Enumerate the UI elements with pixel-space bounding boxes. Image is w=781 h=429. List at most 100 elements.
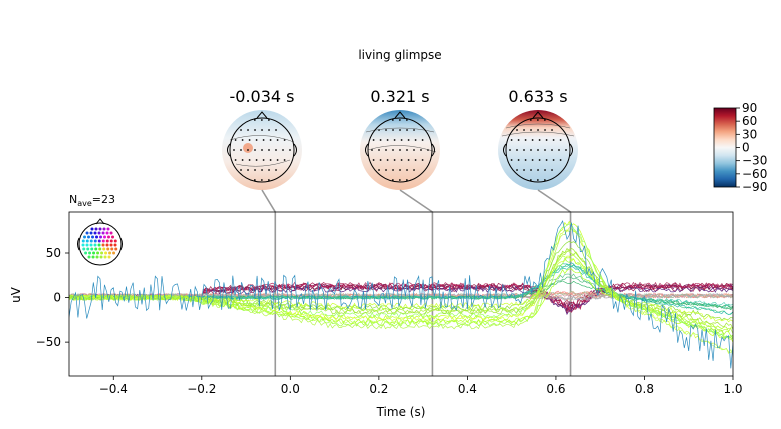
- sensor-dot: [282, 149, 284, 151]
- sensor-dot: [372, 159, 375, 161]
- legend-sensor-dot: [81, 239, 85, 243]
- sensor-dot: [400, 159, 403, 161]
- legend-sensor-dot: [100, 251, 104, 255]
- x-tick-label: 0.4: [458, 382, 477, 396]
- sensor-dot: [393, 159, 396, 161]
- legend-sensor-dot: [104, 251, 108, 255]
- sensor-dot: [510, 139, 513, 141]
- sensor-dot: [261, 169, 263, 171]
- legend-sensor-dot: [106, 227, 110, 231]
- sensor-dot: [247, 169, 249, 171]
- sensor-dot: [523, 149, 525, 151]
- sensor-dot: [240, 149, 242, 151]
- sensor-dot: [283, 159, 286, 161]
- sensor-dot: [386, 159, 389, 161]
- sensor-dot: [240, 129, 242, 131]
- legend-sensor-dot: [85, 243, 89, 247]
- legend-sensor-dot: [93, 231, 97, 235]
- legend-sensor-dot: [92, 251, 96, 255]
- sensor-dot: [407, 139, 410, 141]
- legend-sensor-dot: [85, 239, 89, 243]
- x-tick-label: 0.2: [369, 382, 388, 396]
- sensor-dot: [524, 159, 527, 161]
- sensor-dot: [385, 149, 387, 151]
- sensor-dot: [544, 149, 546, 151]
- sensor-dot: [551, 129, 553, 131]
- legend-sensor-dot: [85, 231, 89, 235]
- legend-sensor-dot: [109, 239, 113, 243]
- sensor-dot: [544, 129, 546, 131]
- sensor-dot: [372, 139, 375, 141]
- sensor-dot: [398, 179, 401, 181]
- legend-sensor-dot: [108, 251, 112, 255]
- sensor-dot: [414, 139, 417, 141]
- sensor-dot: [391, 179, 394, 181]
- legend-sensor-dot: [114, 247, 118, 251]
- legend-sensor-dot: [97, 239, 101, 243]
- sensor-dot: [254, 149, 256, 151]
- legend-sensor-dot: [102, 247, 106, 251]
- nose: [256, 111, 268, 119]
- sensor-dot: [538, 159, 541, 161]
- legend-sensor-dot: [93, 243, 97, 247]
- x-tick-label: 0.8: [635, 382, 654, 396]
- y-axis-label: uV: [9, 286, 23, 303]
- left-ear: [227, 143, 231, 157]
- sensor-dot: [537, 129, 539, 131]
- legend-sensor-dot: [89, 231, 93, 235]
- legend-sensor-dot: [101, 243, 105, 247]
- legend-sensor-dot: [81, 243, 85, 247]
- legend-sensor-dot: [86, 247, 90, 251]
- sensor-dot: [240, 169, 242, 171]
- legend-sensor-dot: [105, 243, 109, 247]
- legend-sensor-dot: [111, 235, 115, 239]
- y-tick-label: −50: [36, 335, 61, 349]
- sensor-dot: [559, 159, 562, 161]
- sensor-dot: [254, 169, 256, 171]
- sensor-dot: [530, 149, 532, 151]
- topomap-time-label-1: -0.034 s: [230, 87, 295, 106]
- sensor-dot: [523, 169, 525, 171]
- legend-sensor-dot: [105, 239, 109, 243]
- legend-sensor-dot: [94, 227, 98, 231]
- sensor-dot: [255, 159, 258, 161]
- sensor-dot: [509, 149, 511, 151]
- x-tick-label: 0.6: [546, 382, 565, 396]
- sensor-dot: [268, 149, 270, 151]
- sensor-dot: [393, 139, 396, 141]
- sensor-dot: [544, 169, 546, 171]
- legend-sensor-dot: [90, 247, 94, 251]
- sensor-dot: [392, 149, 394, 151]
- topomap-time-label-3: 0.633 s: [508, 87, 567, 106]
- sensor-dot: [275, 169, 277, 171]
- sensor-dot: [545, 159, 548, 161]
- time-marker-line: [399, 189, 434, 376]
- legend-sensor-dot: [107, 255, 111, 259]
- sensor-dot: [517, 139, 520, 141]
- x-tick-label: −0.4: [99, 382, 128, 396]
- legend-sensor-dot: [88, 251, 92, 255]
- sensor-dot: [559, 139, 562, 141]
- sensor-dot: [260, 179, 263, 181]
- sensor-dot: [537, 149, 539, 151]
- legend-sensor-dot: [96, 251, 100, 255]
- sensor-dot: [262, 139, 265, 141]
- topomap-2: [360, 110, 440, 190]
- sensor-dot: [247, 129, 249, 131]
- colorbar-tick-label: 60: [742, 114, 757, 128]
- legend-sensor-dot: [90, 227, 94, 231]
- sensor-dot: [234, 139, 237, 141]
- sensor-dot: [289, 149, 291, 151]
- legend-sensor-dot: [97, 231, 101, 235]
- sensor-dot: [269, 139, 272, 141]
- sensor-dot: [268, 169, 270, 171]
- legend-sensor-dot: [83, 235, 87, 239]
- sensor-dot: [551, 169, 553, 171]
- butterfly-axes: −0.4 −0.2 0.0 0.2 0.4 0.6 0.8 1.0 50 0 −50 Time (…: [9, 211, 743, 419]
- legend-sensor-dot: [106, 247, 110, 251]
- sensor-dot: [261, 129, 263, 131]
- sensor-dot: [531, 159, 534, 161]
- legend-sensor-dot: [99, 255, 103, 259]
- sensor-dot: [253, 179, 256, 181]
